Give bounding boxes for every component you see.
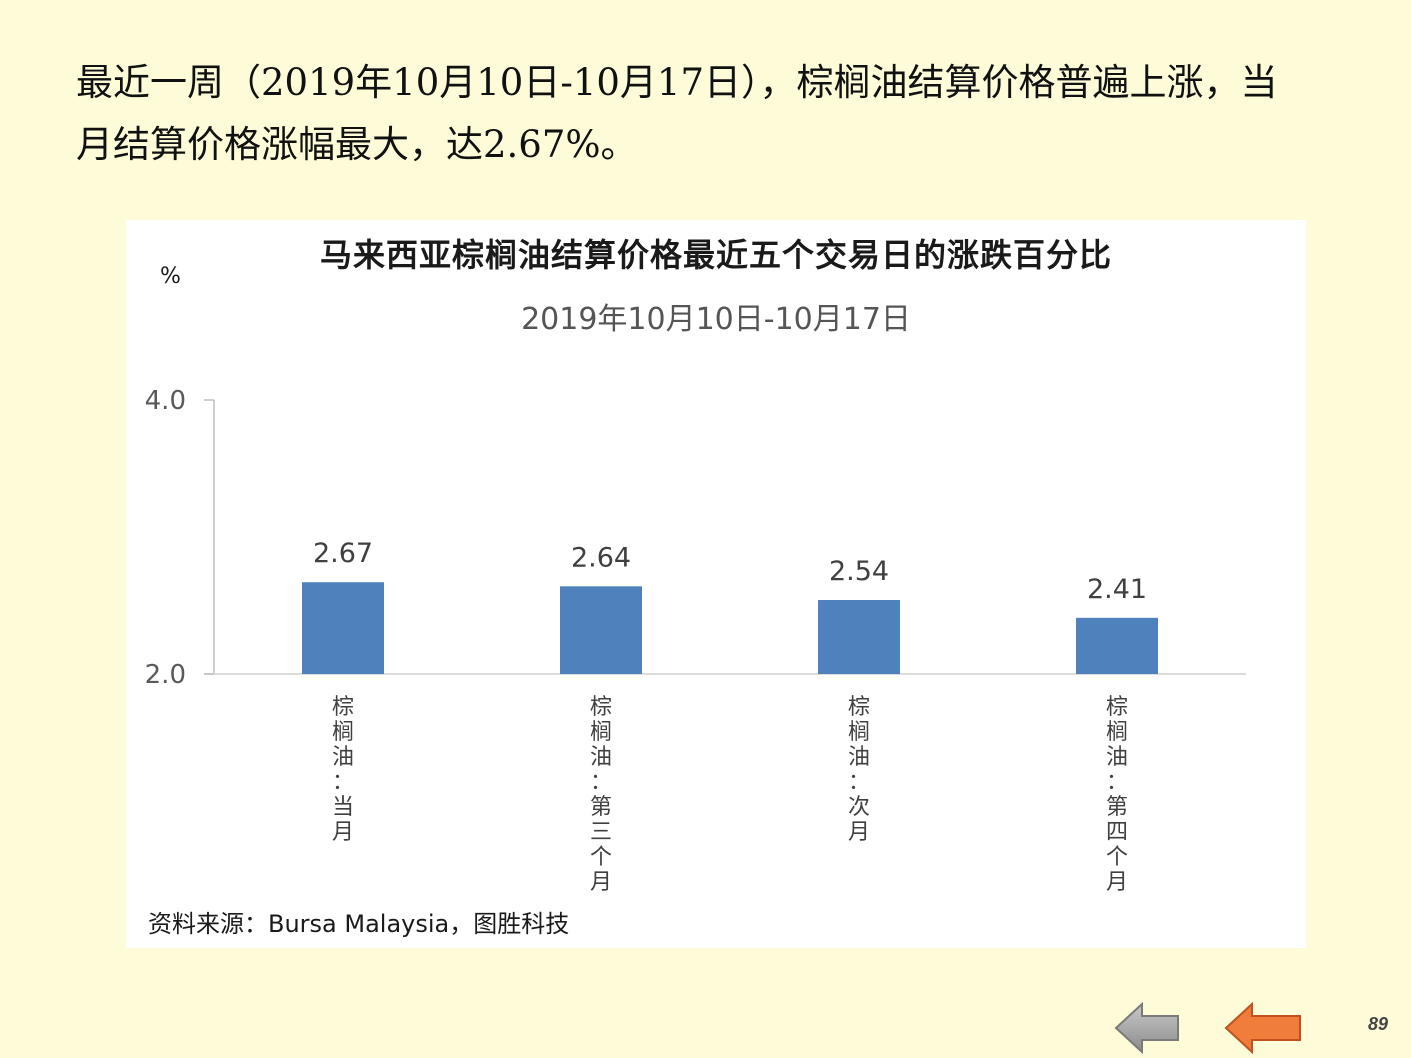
page-number: 89 (1368, 1014, 1389, 1034)
category-label: 棕榈油：第三个月 (590, 695, 612, 895)
y-axis-unit: % (160, 264, 181, 289)
data-label: 2.54 (829, 556, 889, 587)
y-tick-label: 4.0 (145, 386, 186, 416)
intro-line-2: 月结算价格涨幅最大，达2.67%。 (76, 123, 638, 166)
bar (560, 586, 642, 674)
chart-title: 马来西亚棕榈油结算价格最近五个交易日的涨跌百分比 (319, 236, 1112, 274)
data-label: 2.41 (1087, 574, 1147, 605)
bar (302, 582, 384, 674)
data-label: 2.64 (571, 542, 631, 573)
previous-arrow-icon[interactable] (1222, 1000, 1306, 1056)
intro-text: 最近一周（2019年10月10日-10月17日），棕榈油结算价格普遍上涨，当 月… (76, 52, 1366, 176)
category-label: 棕榈油：第四个月 (1106, 695, 1128, 895)
chart-panel: 马来西亚棕榈油结算价格最近五个交易日的涨跌百分比 2019年10月10日-10月… (126, 220, 1306, 948)
bar (1076, 617, 1158, 674)
chart-subtitle: 2019年10月10日-10月17日 (521, 302, 911, 337)
bar-chart: 2.0 4.0 2.67 棕榈油：当月 2.64 棕榈油：第三个月 2.54 棕榈油：次月 2.… (145, 386, 1246, 895)
category-label: 棕榈油：当月 (332, 695, 354, 845)
back-arrow-icon[interactable] (1112, 1000, 1184, 1056)
intro-line-1: 最近一周（2019年10月10日-10月17日），棕榈油结算价格普遍上涨，当 (76, 61, 1278, 104)
category-label: 棕榈油：次月 (848, 695, 870, 845)
bar (818, 600, 900, 674)
y-tick-label: 2.0 (145, 660, 186, 690)
source-note: 资料来源：Bursa Malaysia，图胜科技 (148, 910, 570, 938)
data-label: 2.67 (313, 538, 373, 569)
